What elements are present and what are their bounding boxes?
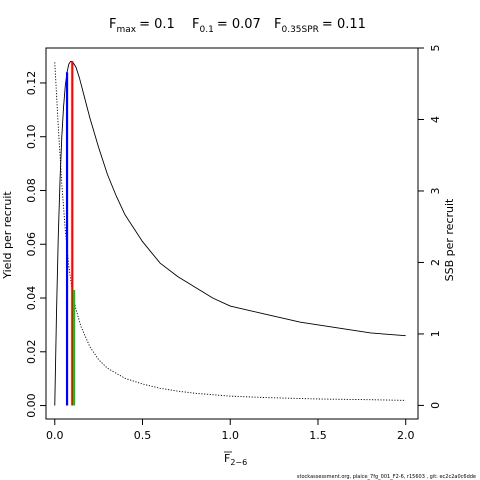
y-left-tick-label: 0.04 xyxy=(25,286,38,311)
yield-per-recruit-curve xyxy=(54,60,406,406)
x-tick-label: 1.0 xyxy=(221,429,239,442)
svg-text:F0.1= 0.07: F0.1 = 0.07 xyxy=(192,17,261,35)
title-fmax-label: F xyxy=(109,17,116,32)
y-right-tick-label: 4 xyxy=(429,116,442,123)
title-f01-value: = 0.07 xyxy=(217,17,261,32)
y-right-axis-title: SSB per recruit xyxy=(443,198,456,281)
y-left-tick-label: 0.02 xyxy=(25,340,38,365)
y-left-tick-label: 0.06 xyxy=(25,232,38,256)
chart-title: Fmax = 0.1 F0.1 = 0.07 F0.35SPR = 0.11 xyxy=(109,17,366,35)
y-left-tick-label: 0.00 xyxy=(25,393,38,418)
x-axis: 0.0 0.5 1.0 1.5 2.0 xyxy=(46,418,415,442)
svg-text:Fmax= 0.1: Fmax = 0.1 xyxy=(109,17,175,35)
title-fspr-value: = 0.11 xyxy=(322,17,366,32)
y-right-axis: 0 1 2 3 4 5 xyxy=(417,45,442,409)
y-right-tick-label: 3 xyxy=(429,187,442,194)
y-left-axis: 0.00 0.02 0.04 0.06 0.08 0.10 0.12 xyxy=(25,71,47,418)
x-axis-title-sub: 2−6 xyxy=(230,458,247,467)
title-f01-sub: 0.1 xyxy=(199,25,213,35)
svg-text:F0.35SPR= 0.11: F0.35SPR = 0.11 xyxy=(274,17,366,35)
x-tick-label: 0.0 xyxy=(46,429,64,442)
title-fmax-value: = 0.1 xyxy=(139,17,175,32)
y-right-tick-label: 1 xyxy=(429,330,442,337)
y-left-axis-title: Yield per recruit xyxy=(1,191,14,280)
title-fspr-label: F xyxy=(274,17,281,32)
x-axis-title-main: F xyxy=(224,452,230,465)
y-right-tick-label: 5 xyxy=(429,45,442,52)
title-fspr-sub: 0.35SPR xyxy=(281,25,318,35)
title-fmax-sub: max xyxy=(116,25,136,35)
footer-attribution: stockassessment.org, plaice_7fg_001_F2-6… xyxy=(297,474,476,480)
y-left-tick-label: 0.10 xyxy=(25,124,38,149)
title-f01-label: F xyxy=(192,17,199,32)
svg-text:F2−6: F2−6 xyxy=(224,452,247,467)
x-tick-label: 0.5 xyxy=(134,429,152,442)
y-left-tick-label: 0.08 xyxy=(25,178,38,203)
ssb-per-recruit-curve xyxy=(54,62,406,401)
x-tick-label: 2.0 xyxy=(397,429,415,442)
y-right-tick-label: 0 xyxy=(429,402,442,409)
x-axis-title: F2−6 xyxy=(224,451,247,467)
curves-layer xyxy=(54,60,406,406)
y-left-tick-label: 0.12 xyxy=(25,71,38,96)
x-tick-label: 1.5 xyxy=(309,429,327,442)
reference-lines-layer xyxy=(65,61,76,406)
y-right-tick-label: 2 xyxy=(429,259,442,266)
